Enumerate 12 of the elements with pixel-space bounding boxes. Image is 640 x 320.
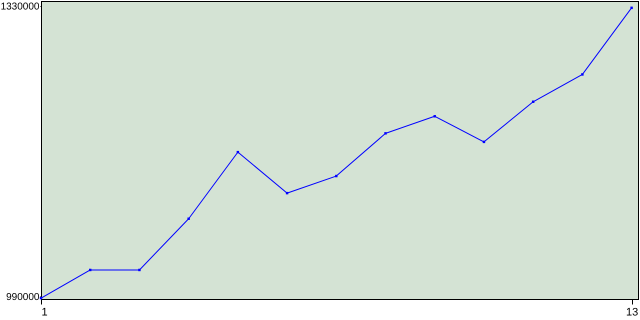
x-tick-label: 1 (42, 306, 48, 318)
point (335, 174, 338, 178)
y-tick-label: 990000 (6, 292, 40, 303)
point (138, 268, 141, 272)
point (236, 150, 240, 154)
x-tick-label: 13 (626, 306, 638, 318)
point (286, 192, 288, 194)
y-tick-label: 1330000 (0, 2, 40, 13)
line-series (40, 6, 633, 300)
point (630, 6, 633, 10)
point (581, 73, 584, 76)
point (482, 140, 486, 144)
